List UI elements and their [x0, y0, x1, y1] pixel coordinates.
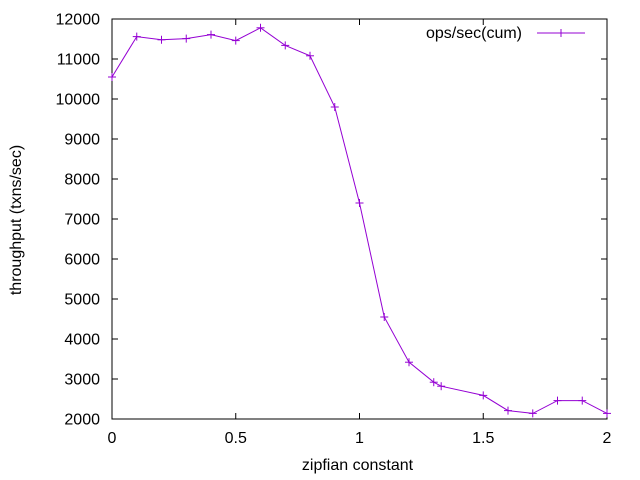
y-tick-label: 6000	[64, 252, 100, 269]
data-point	[429, 378, 438, 387]
data-point	[479, 391, 488, 400]
y-tick-label: 10000	[56, 92, 101, 109]
legend: ops/sec(cum)	[426, 25, 585, 42]
series-line	[111, 27, 608, 414]
y-tick-label: 7000	[64, 212, 100, 229]
plot-frame	[111, 18, 608, 420]
series-layer	[108, 23, 611, 418]
data-point	[182, 34, 191, 43]
y-tick-label: 5000	[64, 292, 100, 309]
y-tick-label: 2000	[64, 412, 100, 429]
legend-plus-marker	[557, 29, 565, 37]
y-axis-title: throughput (txns/sec)	[8, 145, 25, 295]
data-point	[256, 23, 265, 32]
y-tick-label: 12000	[56, 12, 101, 29]
legend-marker	[557, 29, 565, 37]
data-point	[504, 406, 512, 415]
legend-label: ops/sec(cum)	[426, 25, 522, 42]
x-tick-label: 0	[108, 430, 117, 447]
tick-labels-layer: 2000 3000 4000 5000 6000 7000 8000 9000 10000 110…	[56, 12, 612, 448]
data-point	[355, 199, 364, 207]
data-point	[330, 103, 339, 111]
data-point	[157, 35, 166, 44]
data-point	[437, 382, 446, 391]
data-point	[603, 409, 611, 418]
data-point	[553, 396, 562, 405]
x-tick-label: 1	[355, 430, 364, 447]
data-point	[578, 396, 587, 405]
data-point	[231, 36, 240, 45]
data-point	[132, 32, 141, 41]
data-point	[108, 73, 116, 81]
data-point	[281, 41, 290, 50]
ticks-layer	[111, 18, 608, 420]
y-tick-label: 11000	[57, 52, 100, 69]
data-point	[405, 358, 413, 367]
y-tick-label: 9000	[64, 132, 100, 149]
data-point	[528, 409, 537, 418]
y-tick-label: 3000	[64, 372, 100, 389]
data-point	[380, 313, 389, 321]
x-tick-label: 2	[603, 430, 612, 447]
x-tick-label: 0.5	[225, 430, 247, 447]
x-axis-title: zipfian constant	[302, 457, 414, 474]
y-tick-label: 8000	[64, 172, 100, 189]
y-tick-label: 4000	[64, 332, 100, 349]
data-point	[306, 51, 314, 60]
x-tick-label: 1.5	[472, 430, 494, 447]
data-point	[207, 30, 215, 39]
